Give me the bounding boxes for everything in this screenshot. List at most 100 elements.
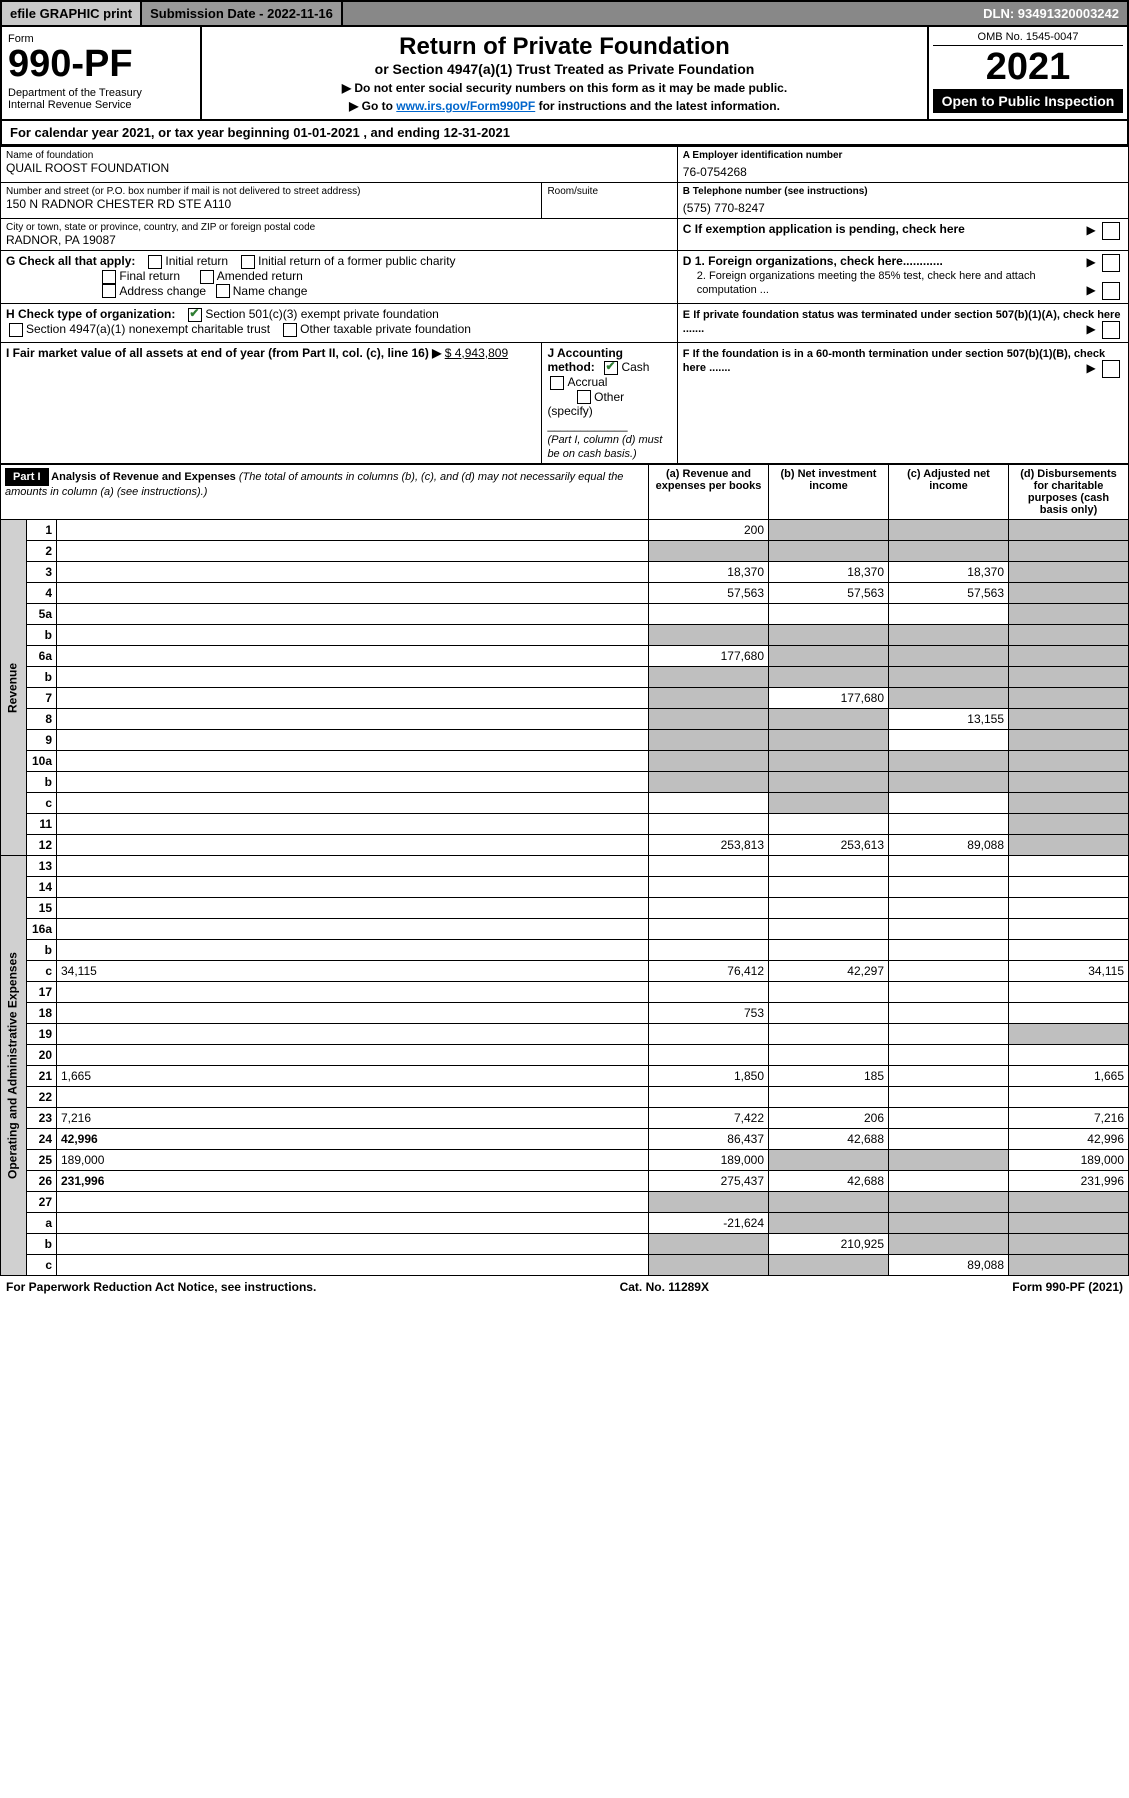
g-addr-check[interactable]	[102, 284, 116, 298]
cell-c	[889, 1087, 1009, 1108]
g-amend-check[interactable]	[200, 270, 214, 284]
d1-checkbox[interactable]	[1102, 254, 1120, 272]
cell-a	[649, 982, 769, 1003]
cell-b	[769, 667, 889, 688]
cell-c: 13,155	[889, 709, 1009, 730]
row-desc	[57, 646, 649, 667]
row-number: 19	[27, 1024, 57, 1045]
top-bar: efile GRAPHIC print Submission Date - 20…	[0, 0, 1129, 27]
cell-a: 57,563	[649, 583, 769, 604]
cell-c: 18,370	[889, 562, 1009, 583]
cell-b	[769, 1255, 889, 1276]
cell-a: 1,850	[649, 1066, 769, 1087]
cell-a: 253,813	[649, 835, 769, 856]
g-final-check[interactable]	[102, 270, 116, 284]
dept-label: Department of the Treasury Internal Reve…	[8, 87, 194, 111]
cell-a	[649, 793, 769, 814]
cell-d	[1009, 940, 1129, 961]
city-value: RADNOR, PA 19087	[6, 233, 672, 247]
cell-b	[769, 814, 889, 835]
g-initial-check[interactable]	[148, 255, 162, 269]
row-desc	[57, 982, 649, 1003]
row-number: b	[27, 940, 57, 961]
h-other-check[interactable]	[283, 323, 297, 337]
cell-d	[1009, 541, 1129, 562]
cell-c	[889, 1045, 1009, 1066]
row-desc	[57, 709, 649, 730]
cell-b	[769, 1150, 889, 1171]
ein-label: A Employer identification number	[683, 150, 1123, 161]
cell-c	[889, 688, 1009, 709]
cell-c	[889, 814, 1009, 835]
g-name-check[interactable]	[216, 284, 230, 298]
e-checkbox[interactable]	[1102, 321, 1120, 339]
cell-c	[889, 919, 1009, 940]
cell-b: 185	[769, 1066, 889, 1087]
cell-a	[649, 1024, 769, 1045]
row-number: 11	[27, 814, 57, 835]
cell-b: 210,925	[769, 1234, 889, 1255]
row-number: 14	[27, 877, 57, 898]
form990pf-link[interactable]: www.irs.gov/Form990PF	[396, 99, 535, 113]
footer-left: For Paperwork Reduction Act Notice, see …	[6, 1280, 316, 1294]
cell-d: 34,115	[1009, 961, 1129, 982]
phone-value: (575) 770-8247	[683, 197, 1123, 215]
f-checkbox[interactable]	[1102, 360, 1120, 378]
cell-a	[649, 1255, 769, 1276]
row-desc	[57, 1087, 649, 1108]
cell-c	[889, 877, 1009, 898]
row-desc: 231,996	[57, 1171, 649, 1192]
row-desc	[57, 730, 649, 751]
phone-label: B Telephone number (see instructions)	[683, 186, 1123, 197]
h-label: H Check type of organization:	[6, 307, 175, 321]
cell-b	[769, 982, 889, 1003]
cell-d	[1009, 709, 1129, 730]
row-desc	[57, 541, 649, 562]
row-desc	[57, 1003, 649, 1024]
cell-d	[1009, 520, 1129, 541]
h-4947-check[interactable]	[9, 323, 23, 337]
cell-c	[889, 604, 1009, 625]
c-checkbox[interactable]	[1102, 222, 1120, 240]
cell-c	[889, 898, 1009, 919]
j-other-check[interactable]	[577, 390, 591, 404]
footer-mid: Cat. No. 11289X	[620, 1280, 709, 1294]
cell-b	[769, 940, 889, 961]
cell-a	[649, 688, 769, 709]
omb-number: OMB No. 1545-0047	[933, 31, 1123, 46]
cell-a: 76,412	[649, 961, 769, 982]
part1-title: Analysis of Revenue and Expenses	[51, 471, 236, 483]
cell-d	[1009, 646, 1129, 667]
name-label: Name of foundation	[6, 150, 672, 161]
row-number: 17	[27, 982, 57, 1003]
cell-c: 89,088	[889, 1255, 1009, 1276]
row-number: 15	[27, 898, 57, 919]
h-501-check[interactable]	[188, 308, 202, 322]
row-number: 25	[27, 1150, 57, 1171]
row-number: 3	[27, 562, 57, 583]
cell-d	[1009, 1213, 1129, 1234]
cell-a	[649, 667, 769, 688]
row-desc	[57, 877, 649, 898]
cell-b	[769, 1024, 889, 1045]
cell-a: 753	[649, 1003, 769, 1024]
row-number: 16a	[27, 919, 57, 940]
cell-a	[649, 919, 769, 940]
cell-d	[1009, 562, 1129, 583]
form-number: 990-PF	[8, 45, 194, 83]
row-desc: 34,115	[57, 961, 649, 982]
col-a-header: (a) Revenue and expenses per books	[649, 465, 769, 520]
g-initpub-check[interactable]	[241, 255, 255, 269]
row-desc	[57, 562, 649, 583]
efile-label[interactable]: efile GRAPHIC print	[2, 2, 142, 25]
d2-checkbox[interactable]	[1102, 282, 1120, 300]
j-cash-check[interactable]	[604, 361, 618, 375]
row-number: 5a	[27, 604, 57, 625]
cell-b	[769, 730, 889, 751]
cell-b	[769, 1087, 889, 1108]
cell-a: 86,437	[649, 1129, 769, 1150]
j-accr-check[interactable]	[550, 376, 564, 390]
row-number: b	[27, 625, 57, 646]
open-public: Open to Public Inspection	[933, 89, 1123, 113]
cell-c	[889, 1129, 1009, 1150]
